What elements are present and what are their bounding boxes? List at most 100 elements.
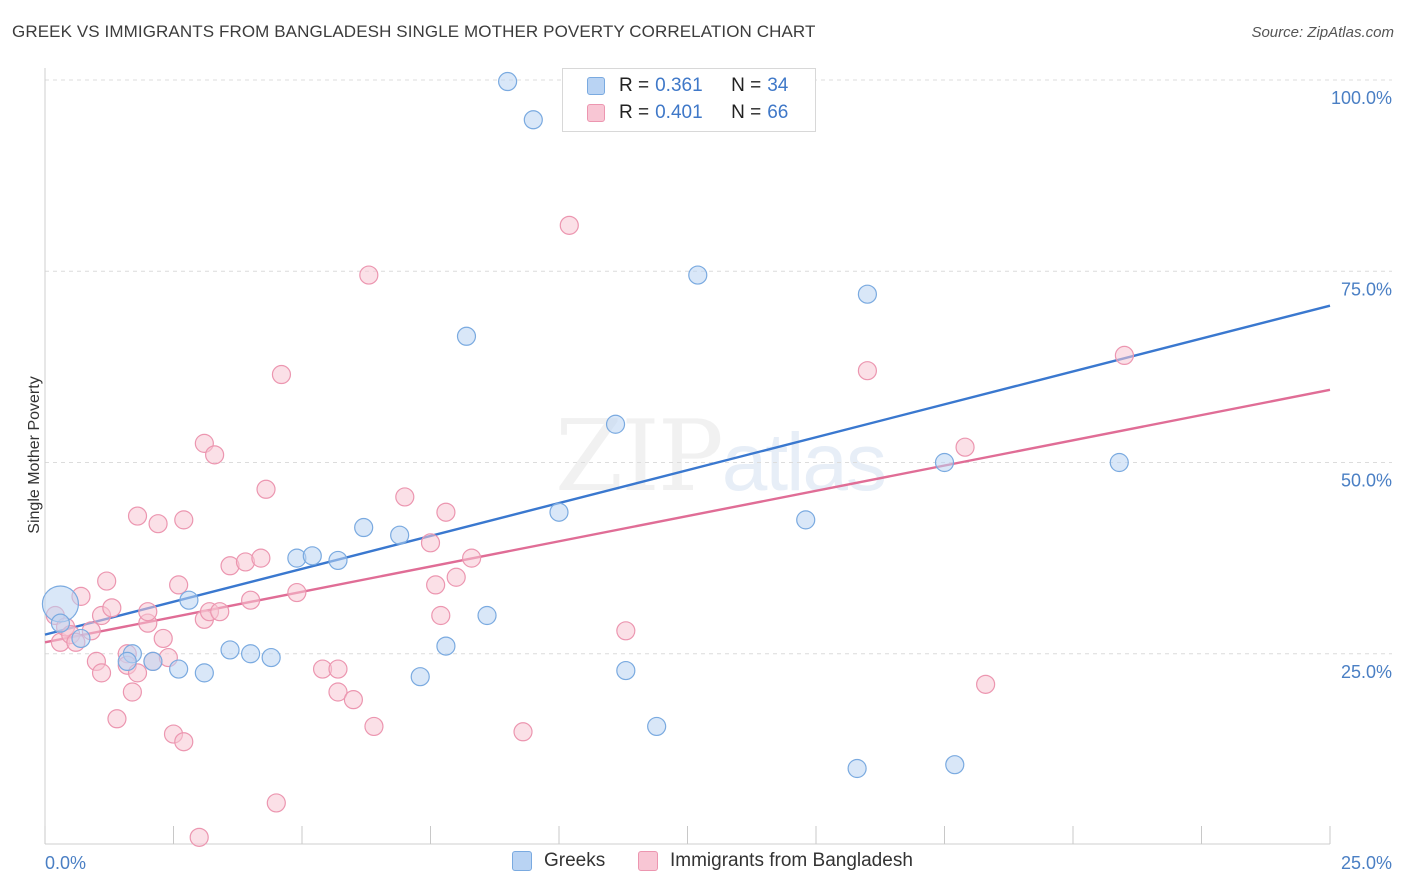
r-label: R = (619, 75, 650, 96)
bangladesh-point (359, 265, 379, 285)
bangladesh-point (955, 437, 975, 457)
n-value: 34 (767, 75, 789, 96)
legend-label-bangladesh: Immigrants from Bangladesh (670, 850, 913, 871)
watermark-zip: ZIP (555, 400, 724, 514)
y-tick-label: 75.0% (1341, 279, 1392, 299)
bangladesh-point (364, 716, 384, 737)
greeks-legend-swatch (512, 851, 532, 871)
bangladesh-point (174, 732, 194, 752)
greeks-point (179, 590, 199, 610)
watermark: ZIPatlas (555, 400, 887, 514)
bangladesh-point (127, 506, 148, 526)
legend-item-greeks[interactable]: Greeks (512, 850, 605, 872)
legend-row-greeks: R = 0.361 N = 34 (587, 73, 788, 99)
series-legend: Greeks Immigrants from Bangladesh (0, 850, 1406, 878)
bangladesh-point (205, 445, 225, 465)
bangladesh-point (102, 598, 122, 618)
greeks-point (241, 644, 261, 664)
greeks-point (498, 71, 518, 92)
x-tick-label: 0.0% (45, 853, 86, 873)
bangladesh-point (189, 827, 209, 847)
bangladesh-point (446, 567, 466, 587)
bangladesh-point (343, 690, 363, 710)
greeks-point (796, 510, 816, 530)
greeks-point (117, 651, 137, 672)
n-label: N = (731, 102, 762, 123)
bangladesh-point (91, 663, 112, 683)
correlation-legend: R = 0.361 N = 34 R = 0.401 N = 66 (562, 68, 816, 132)
bangladesh-point (148, 514, 168, 534)
greeks-point (71, 628, 91, 649)
bangladesh-point (169, 575, 189, 595)
axes (44, 68, 1331, 845)
greeks-point (934, 452, 955, 473)
bangladesh-point (138, 602, 158, 622)
n-value: 66 (767, 102, 789, 123)
greeks-point (616, 660, 636, 681)
greeks-point (194, 663, 214, 683)
bangladesh-point (462, 548, 482, 568)
r-value: 0.361 (655, 75, 703, 96)
y-tick-label: 25.0% (1341, 662, 1392, 682)
greeks-point (945, 755, 965, 775)
bangladesh-point (1114, 345, 1135, 365)
greeks-point (688, 265, 708, 285)
greeks-point (549, 502, 569, 522)
bangladesh-point (976, 674, 996, 694)
bangladesh-point (328, 659, 348, 679)
legend-label-greeks: Greeks (544, 850, 606, 871)
bangladesh-point (266, 793, 286, 813)
bangladesh-point (426, 575, 446, 595)
tick-labels: 25.0% 50.0% 75.0% 100.0% 0.0% 25.0% (45, 88, 1392, 873)
n-label: N = (731, 75, 762, 96)
greeks-point (220, 640, 240, 660)
bangladesh-point (287, 582, 307, 603)
bangladesh-trend-line (44, 388, 1331, 644)
greeks-point (410, 667, 430, 687)
greeks-point (169, 659, 189, 679)
chart-title: GREEK VS IMMIGRANTS FROM BANGLADESH SING… (12, 22, 816, 41)
bangladesh-point (256, 479, 276, 499)
legend-item-bangladesh[interactable]: Immigrants from Bangladesh (638, 850, 913, 872)
greeks-point (354, 517, 374, 538)
r-label: R = (619, 102, 650, 123)
greeks-swatch (587, 77, 605, 95)
greeks-point (1109, 452, 1129, 473)
bangladesh-point (97, 571, 117, 591)
bangladesh-point (616, 621, 636, 641)
data-points (41, 71, 1135, 847)
bangladesh-point (857, 361, 878, 381)
greeks-point (847, 758, 867, 779)
trend-lines (44, 304, 1331, 644)
greeks-point (328, 550, 348, 571)
bangladesh-point (153, 628, 173, 649)
bangladesh-point (271, 364, 292, 385)
bangladesh-point (436, 502, 456, 522)
bangladesh-point (559, 215, 579, 235)
y-tick-label: 50.0% (1341, 471, 1392, 491)
greeks-point (477, 605, 497, 626)
r-value: 0.401 (655, 102, 703, 123)
bangladesh-point (328, 682, 348, 702)
bangladesh-point (210, 602, 230, 622)
greeks-point (143, 651, 163, 672)
greeks-point (647, 716, 667, 737)
bangladesh-point (420, 533, 441, 553)
greeks-point (261, 647, 281, 668)
bangladesh-point (395, 487, 415, 507)
bangladesh-point (513, 722, 533, 742)
greeks-point (857, 284, 878, 304)
greeks-point (302, 546, 322, 566)
greeks-point (605, 414, 626, 434)
greeks-point (456, 326, 477, 346)
greeks-point (50, 613, 71, 633)
bangladesh-point (241, 590, 261, 610)
x-tick-label: 25.0% (1341, 853, 1392, 873)
greeks-trend-line (44, 304, 1331, 636)
greeks-point (523, 110, 543, 130)
bangladesh-point (122, 682, 142, 702)
bangladesh-swatch (587, 104, 605, 122)
bangladesh-point (174, 510, 194, 530)
source-label: Source: ZipAtlas.com (1251, 24, 1394, 41)
